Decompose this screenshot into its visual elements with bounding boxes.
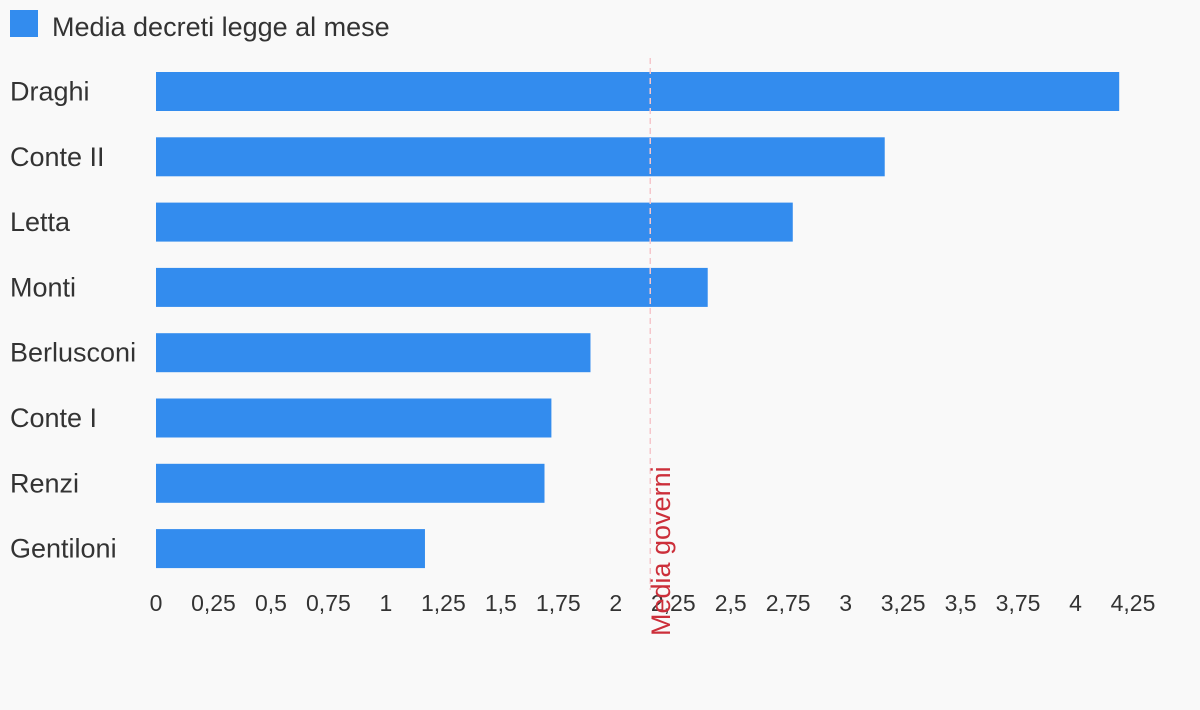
bar-letta [156, 202, 793, 242]
category-label: Monti [10, 272, 76, 302]
x-tick-label: 4,25 [1111, 590, 1156, 616]
bar-gentiloni [156, 529, 425, 569]
x-tick-label: 0,25 [191, 590, 236, 616]
reference-line-label: Media governi [646, 466, 676, 636]
category-label: Renzi [10, 468, 79, 498]
x-tick-label: 2 [609, 590, 622, 616]
x-tick-label: 0 [150, 590, 163, 616]
category-label: Draghi [10, 77, 90, 107]
category-label: Berlusconi [10, 338, 136, 368]
category-label: Letta [10, 207, 71, 237]
bars-group [156, 72, 1120, 569]
x-tick-label: 1 [379, 590, 392, 616]
legend-label: Media decreti legge al mese [52, 12, 390, 42]
bar-conte-i [156, 398, 552, 438]
category-label: Conte I [10, 403, 97, 433]
bar-conte-ii [156, 137, 885, 177]
bar-draghi [156, 72, 1120, 111]
x-tick-label: 3 [839, 590, 852, 616]
bar-renzi [156, 463, 545, 503]
reference-line-group: Media governi [646, 58, 676, 636]
x-tick-label: 3,75 [996, 590, 1041, 616]
x-tick-label: 3,5 [945, 590, 977, 616]
x-axis-ticks: 0 0,25 0,5 0,75 1 1,25 1,5 1,75 2 2,25 2,5 2,75 3 3,2… [150, 590, 1156, 616]
x-tick-label: 1,25 [421, 590, 466, 616]
bar-berlusconi [156, 333, 591, 373]
bar-monti [156, 267, 708, 307]
x-tick-label: 2,75 [766, 590, 811, 616]
x-tick-label: 3,25 [881, 590, 926, 616]
legend: Media decreti legge al mese [10, 10, 390, 42]
legend-swatch [10, 10, 38, 37]
x-tick-label: 2,5 [715, 590, 747, 616]
category-labels: Draghi Conte II Letta Monti Berlusconi Conte … [10, 77, 136, 564]
x-tick-label: 1,5 [485, 590, 517, 616]
category-label: Gentiloni [10, 534, 117, 564]
x-tick-label: 4 [1069, 590, 1082, 616]
x-tick-label: 0,75 [306, 590, 351, 616]
x-tick-label: 2,25 [651, 590, 696, 616]
category-label: Conte II [10, 142, 105, 172]
x-tick-label: 0,5 [255, 590, 287, 616]
x-tick-label: 1,75 [536, 590, 581, 616]
